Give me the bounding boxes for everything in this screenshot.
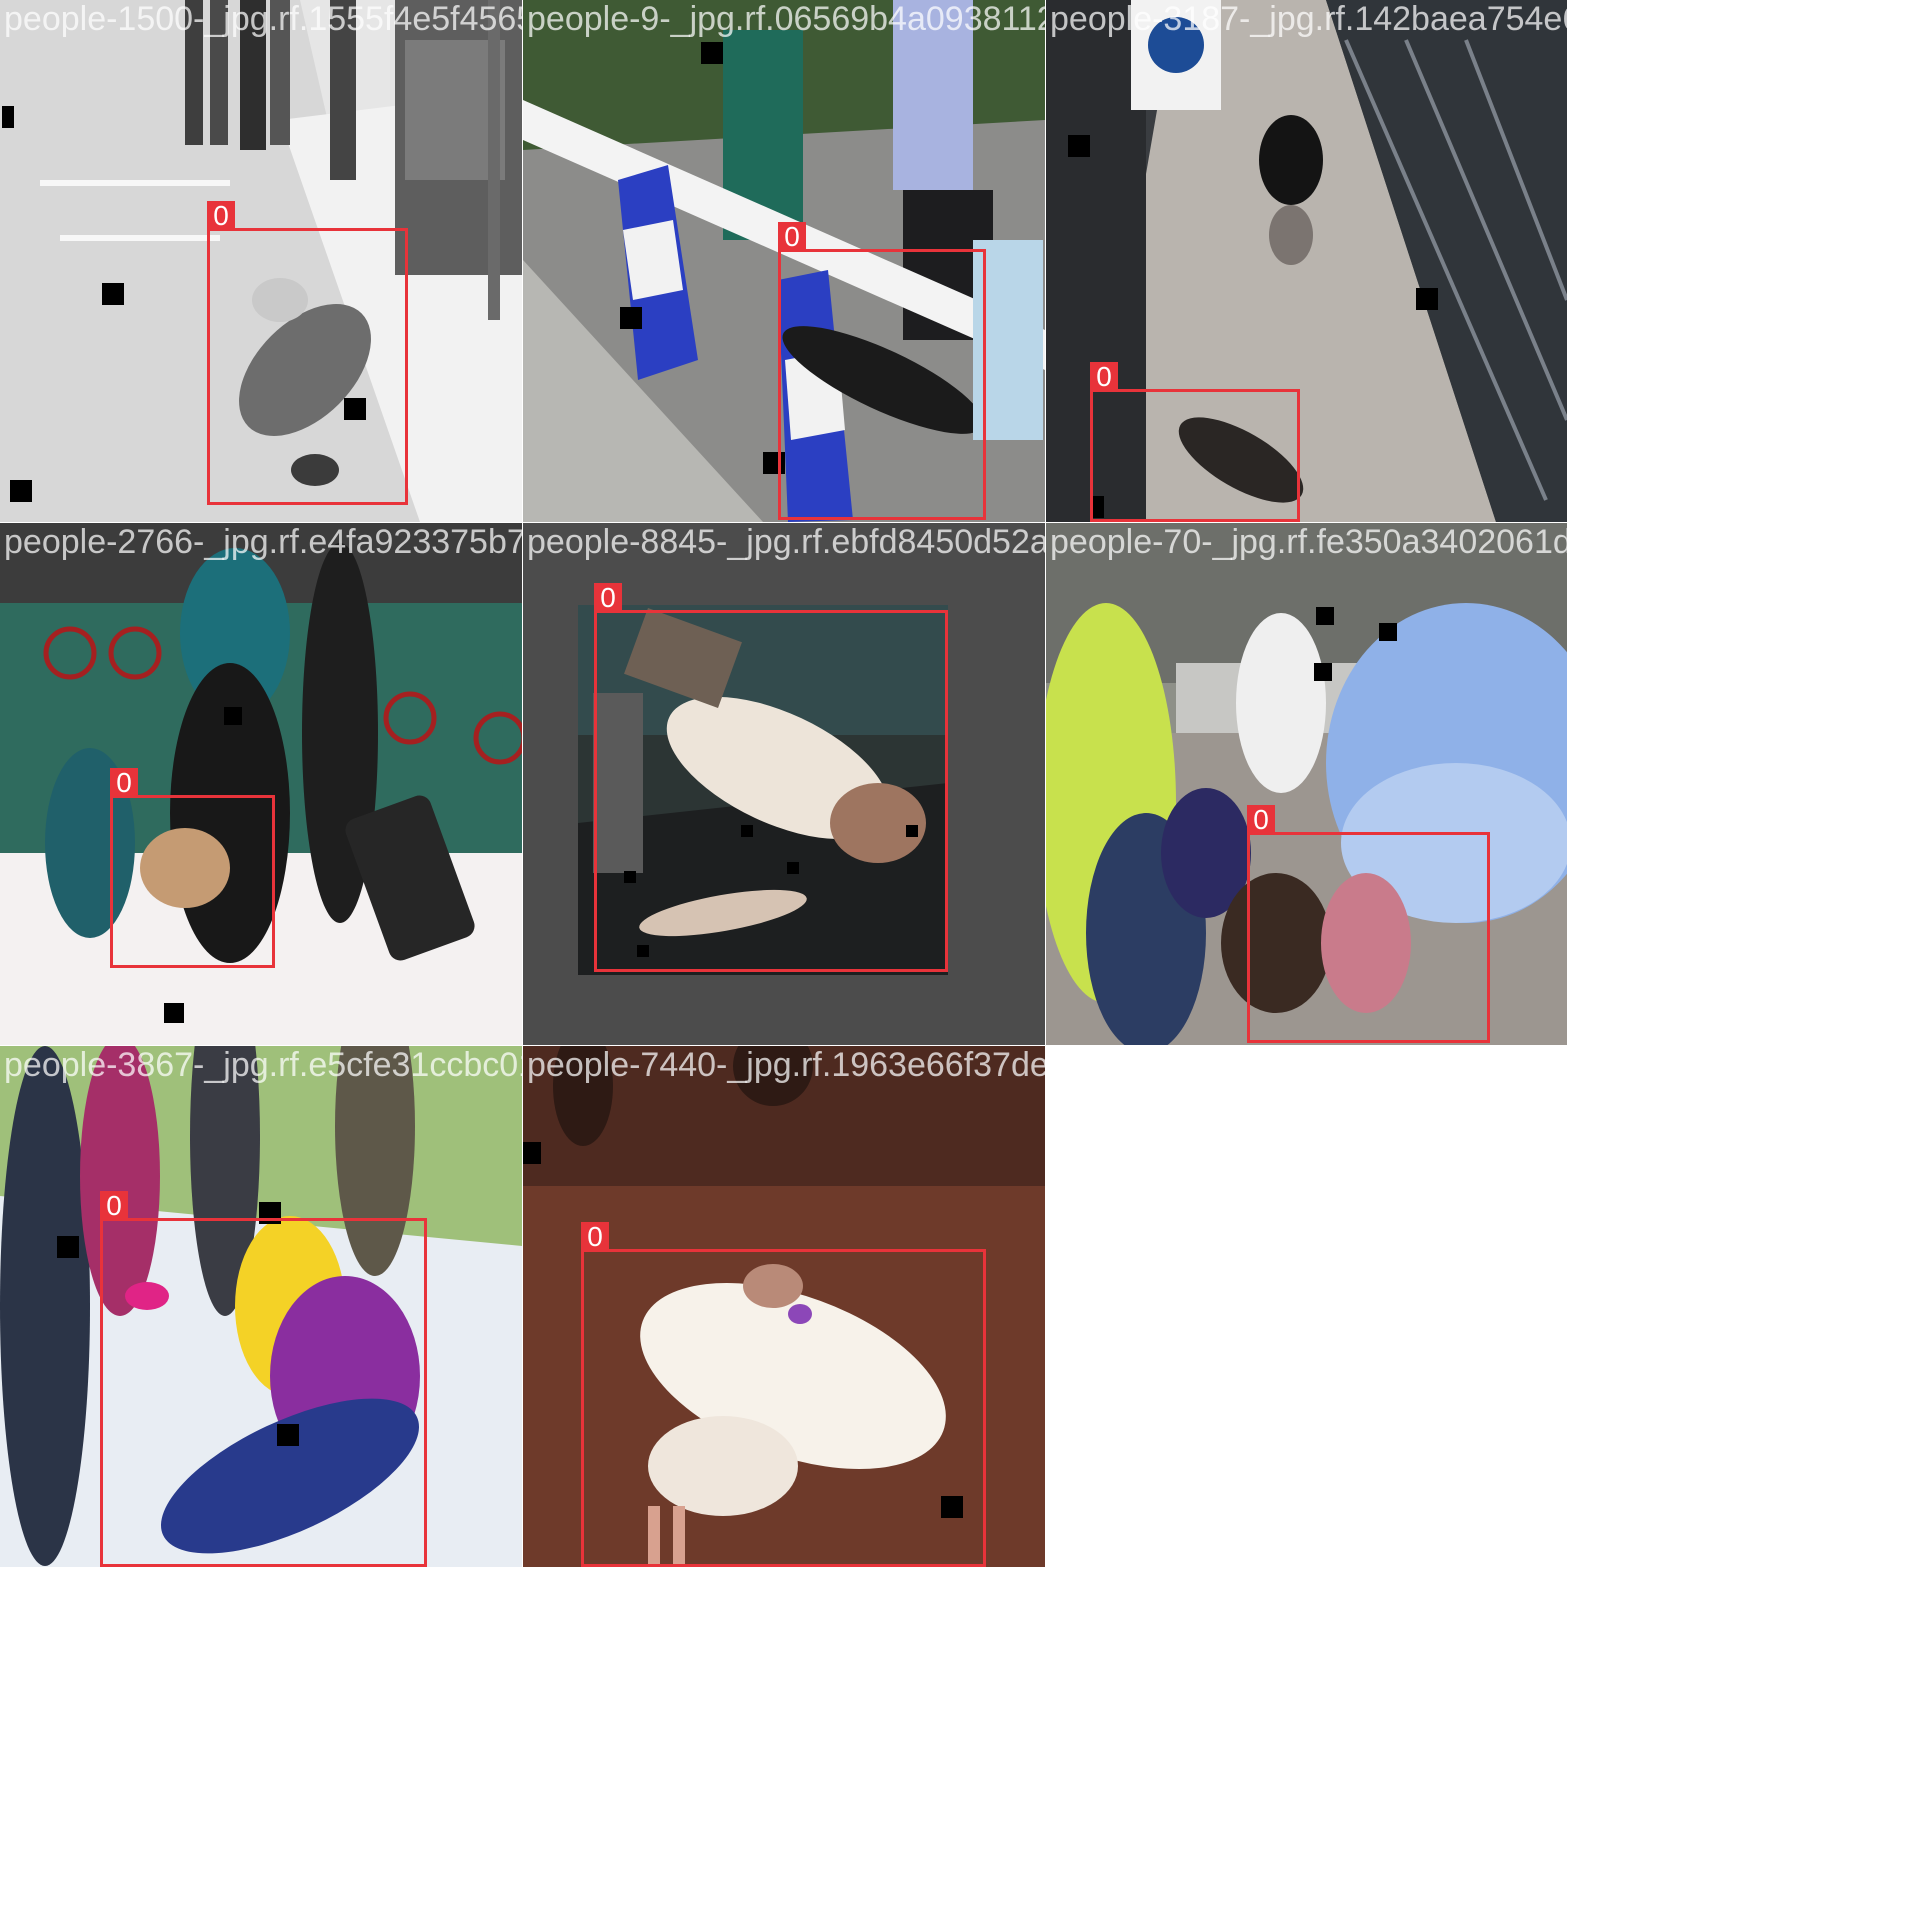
bounding-box: 0 (1090, 362, 1300, 522)
noise-mark (741, 825, 753, 837)
noise-mark (164, 1003, 184, 1023)
bounding-box: 0 (594, 583, 948, 972)
noise-mark (102, 283, 124, 305)
noise-mark (941, 1496, 963, 1518)
tile-8-scene (523, 1046, 1045, 1567)
noise-mark (1416, 288, 1438, 310)
tile-6: 0 people-70-_jpg.rf.fe350a3402061de48 (1046, 523, 1567, 1045)
class-label: 0 (594, 583, 622, 613)
noise-mark (224, 707, 242, 725)
bounding-box: 0 (207, 201, 408, 505)
tile-1: 0 people-1500-_jpg.rf.1555f4e5f456564ce1… (0, 0, 522, 522)
noise-mark (523, 1142, 541, 1164)
noise-mark (57, 1236, 79, 1258)
noise-mark (1068, 135, 1090, 157)
noise-mark (1092, 496, 1104, 518)
tile-5-scene (523, 523, 1045, 1045)
class-label: 0 (1090, 362, 1118, 392)
class-label: 0 (207, 201, 235, 231)
bounding-box: 0 (100, 1191, 427, 1567)
empty-tile (1046, 1046, 1567, 1567)
noise-mark (1314, 663, 1332, 681)
noise-mark (277, 1424, 299, 1446)
noise-mark (624, 871, 636, 883)
noise-mark (906, 825, 918, 837)
tile-4-scene (0, 523, 522, 1045)
tile-7-scene (0, 1046, 522, 1567)
noise-mark (787, 862, 799, 874)
bounding-box: 0 (778, 222, 986, 520)
class-label: 0 (581, 1222, 609, 1252)
class-label: 0 (1247, 805, 1275, 835)
tile-7: 0 people-3867-_jpg.rf.e5cfe31ccbc01b96be… (0, 1046, 522, 1567)
tile-2-scene (523, 0, 1045, 522)
bounding-box: 0 (581, 1222, 986, 1567)
noise-mark (701, 42, 723, 64)
tile-2: 0 people-9-_jpg.rf.06569b4a09381126ea95e… (523, 0, 1045, 522)
class-label: 0 (778, 222, 806, 252)
class-label: 0 (100, 1191, 128, 1221)
noise-mark (1316, 607, 1334, 625)
bounding-box: 0 (1247, 805, 1490, 1043)
tile-3: 0 people-3187-_jpg.rf.142baea754e626 (1046, 0, 1567, 522)
tile-5: 0 people-8845-_jpg.rf.ebfd8450d52ae053e1… (523, 523, 1045, 1045)
noise-mark (620, 307, 642, 329)
noise-mark (637, 945, 649, 957)
noise-mark (2, 106, 14, 128)
tile-1-scene (0, 0, 522, 522)
noise-mark (344, 398, 366, 420)
noise-mark (1379, 623, 1397, 641)
tile-8: 0 people-7440-_jpg.rf.1963e66f37de287b13… (523, 1046, 1045, 1567)
class-label: 0 (110, 768, 138, 798)
bounding-box: 0 (110, 768, 275, 968)
noise-mark (10, 480, 32, 502)
tile-4: 0 people-2766-_jpg.rf.e4fa923375b7b67e24… (0, 523, 522, 1045)
